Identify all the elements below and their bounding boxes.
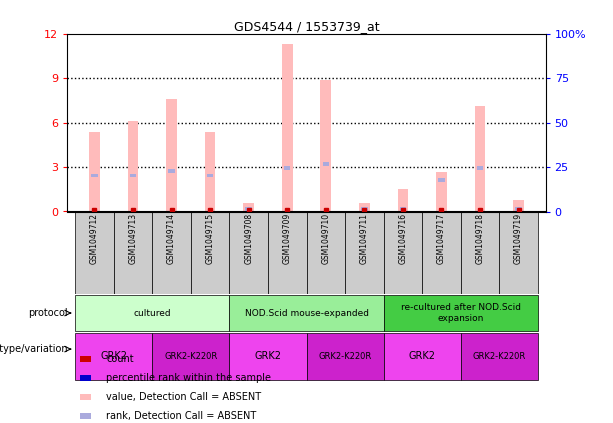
Bar <box>229 333 306 380</box>
Bar <box>75 333 152 380</box>
Text: GRK2: GRK2 <box>100 352 128 361</box>
Text: GSM1049713: GSM1049713 <box>129 213 137 264</box>
Text: re-cultured after NOD.Scid
expansion: re-cultured after NOD.Scid expansion <box>401 303 520 323</box>
Bar <box>384 295 538 331</box>
Text: protocol: protocol <box>28 308 68 318</box>
Bar <box>306 333 384 380</box>
Text: NOD.Scid mouse-expanded: NOD.Scid mouse-expanded <box>245 308 368 318</box>
Bar <box>513 201 524 212</box>
Text: GRK2-K220R: GRK2-K220R <box>164 352 218 361</box>
Bar <box>130 174 136 178</box>
Bar <box>245 207 252 211</box>
Text: genotype/variation: genotype/variation <box>0 344 68 354</box>
Bar <box>75 212 113 294</box>
Bar <box>400 207 406 211</box>
Bar <box>516 207 522 211</box>
Bar <box>229 295 384 331</box>
Text: GRK2: GRK2 <box>409 352 436 361</box>
Text: count: count <box>106 354 134 364</box>
Bar <box>461 333 538 380</box>
Text: GSM1049716: GSM1049716 <box>398 213 408 264</box>
Bar <box>322 162 329 166</box>
Text: GSM1049708: GSM1049708 <box>244 213 253 264</box>
Text: cultured: cultured <box>134 308 171 318</box>
Bar <box>243 203 254 212</box>
Bar <box>89 132 100 212</box>
Text: GSM1049712: GSM1049712 <box>90 213 99 264</box>
Bar <box>438 178 444 182</box>
Bar <box>361 207 368 211</box>
Text: GSM1049711: GSM1049711 <box>360 213 369 264</box>
Title: GDS4544 / 1553739_at: GDS4544 / 1553739_at <box>234 20 379 33</box>
Text: GSM1049709: GSM1049709 <box>283 213 292 264</box>
Bar <box>306 212 345 294</box>
Bar <box>321 80 331 212</box>
Bar <box>477 166 483 170</box>
Bar <box>166 99 177 212</box>
Bar <box>345 212 384 294</box>
Bar <box>436 172 447 212</box>
Text: GSM1049718: GSM1049718 <box>476 213 484 264</box>
Bar <box>284 166 291 170</box>
Text: GSM1049710: GSM1049710 <box>321 213 330 264</box>
Bar <box>169 169 175 173</box>
Text: GSM1049719: GSM1049719 <box>514 213 523 264</box>
Bar <box>205 132 216 212</box>
Text: GSM1049715: GSM1049715 <box>205 213 215 264</box>
Bar <box>191 212 229 294</box>
Bar <box>128 121 139 212</box>
Text: GRK2-K220R: GRK2-K220R <box>318 352 371 361</box>
Text: percentile rank within the sample: percentile rank within the sample <box>106 373 271 383</box>
Text: GSM1049717: GSM1049717 <box>437 213 446 264</box>
Bar <box>268 212 306 294</box>
Bar <box>422 212 461 294</box>
Bar <box>152 333 229 380</box>
Bar <box>207 174 213 178</box>
Bar <box>359 203 370 212</box>
Bar <box>461 212 500 294</box>
Text: value, Detection Call = ABSENT: value, Detection Call = ABSENT <box>106 392 261 402</box>
Bar <box>229 212 268 294</box>
Bar <box>91 174 97 178</box>
Bar <box>397 190 408 212</box>
Bar <box>113 212 152 294</box>
Text: rank, Detection Call = ABSENT: rank, Detection Call = ABSENT <box>106 411 256 421</box>
Bar <box>474 107 485 212</box>
Text: GSM1049714: GSM1049714 <box>167 213 176 264</box>
Bar <box>384 212 422 294</box>
Bar <box>500 212 538 294</box>
Text: GRK2: GRK2 <box>254 352 281 361</box>
Bar <box>282 44 292 212</box>
Bar <box>384 333 461 380</box>
Text: GRK2-K220R: GRK2-K220R <box>473 352 526 361</box>
Bar <box>75 295 229 331</box>
Bar <box>152 212 191 294</box>
